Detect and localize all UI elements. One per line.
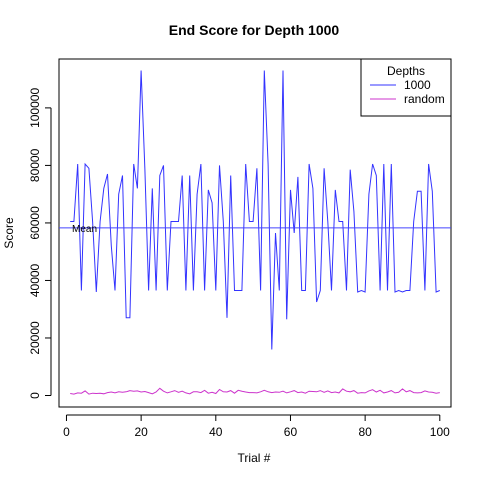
- series-group: [70, 70, 440, 395]
- x-axis-label: Trial #: [238, 451, 271, 465]
- legend-label-1000: 1000: [404, 78, 431, 92]
- mean-label: Mean: [72, 224, 97, 235]
- legend-box: [360, 58, 452, 117]
- chart-title: End Score for Depth 1000: [169, 22, 340, 38]
- x-tick-label: 80: [358, 425, 372, 439]
- legend-label-random: random: [404, 92, 445, 106]
- y-tick-label: 0: [28, 392, 42, 399]
- x-axis: 0 20 40 60 80 100: [63, 414, 450, 439]
- plot-area: [58, 58, 452, 408]
- y-tick-label: 40000: [28, 263, 42, 297]
- x-tick-label: 20: [134, 425, 148, 439]
- x-tick-label: 40: [209, 425, 223, 439]
- y-tick-label: 60000: [28, 206, 42, 240]
- series-line-random: [70, 387, 440, 395]
- y-tick-label: 100000: [28, 88, 42, 128]
- y-axis: 0 20000 40000 60000 80000 100000: [28, 88, 52, 399]
- x-tick-label: 60: [284, 425, 298, 439]
- legend-title: Depths: [387, 64, 425, 78]
- y-tick-label: 20000: [28, 321, 42, 355]
- y-tick-label: 80000: [28, 148, 42, 182]
- x-tick-label: 100: [430, 425, 450, 439]
- y-axis-label: Score: [2, 217, 16, 249]
- series-line-1000: [70, 70, 440, 350]
- x-tick-label: 0: [63, 425, 70, 439]
- mean-group: Mean: [59, 224, 451, 235]
